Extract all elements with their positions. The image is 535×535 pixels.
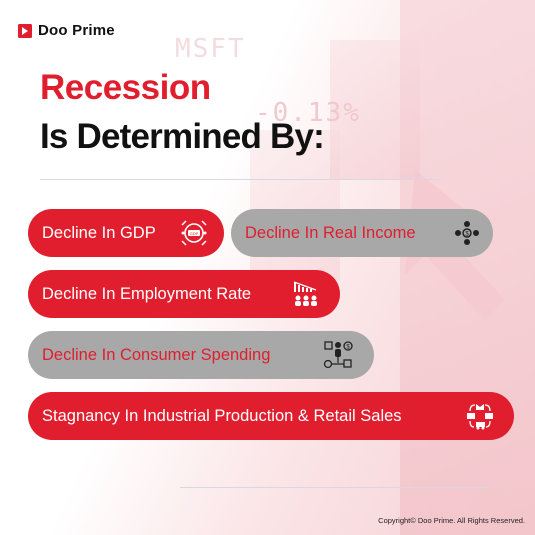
factor-pill-industrial-production: Stagnancy In Industrial Production & Ret…: [28, 392, 514, 440]
factor-pill-consumer-spending: Decline In Consumer Spending $: [28, 331, 374, 379]
copyright-text: Copyright© Doo Prime. All Rights Reserve…: [378, 516, 525, 525]
consumer-spending-icon: $: [322, 339, 354, 371]
divider: [40, 179, 440, 180]
background-bar: [330, 40, 420, 180]
background-ticker: MSFT: [175, 34, 246, 64]
factor-label: Decline In Consumer Spending: [42, 345, 271, 364]
title-line-1: Recession: [40, 68, 211, 107]
background-down-arrow-icon: [405, 170, 505, 320]
background-change: -0.13%: [255, 98, 361, 128]
brand-logo: Doo Prime: [18, 22, 115, 39]
supply-chain-icon: [464, 400, 496, 432]
factor-pill-employment: Decline In Employment Rate: [28, 270, 340, 318]
title-line-2: Is Determined By:: [40, 117, 325, 156]
svg-text:$: $: [346, 345, 350, 351]
svg-text:$: $: [465, 232, 469, 238]
factor-label: Stagnancy In Industrial Production & Ret…: [42, 406, 402, 425]
divider: [180, 487, 490, 488]
doo-prime-logo-icon: [18, 23, 32, 38]
factor-label: Decline In GDP: [42, 223, 156, 242]
factor-pill-gdp: Decline In GDP GDP: [28, 209, 224, 257]
gdp-icon: GDP: [178, 217, 210, 249]
factor-label: Decline In Real Income: [245, 223, 416, 242]
brand-name: Doo Prime: [38, 22, 115, 39]
employment-decline-icon: [290, 278, 322, 310]
factor-pill-real-income: Decline In Real Income $: [231, 209, 493, 257]
factor-label: Decline In Employment Rate: [42, 284, 252, 303]
svg-text:GDP: GDP: [190, 231, 199, 236]
income-people-icon: $: [451, 217, 483, 249]
